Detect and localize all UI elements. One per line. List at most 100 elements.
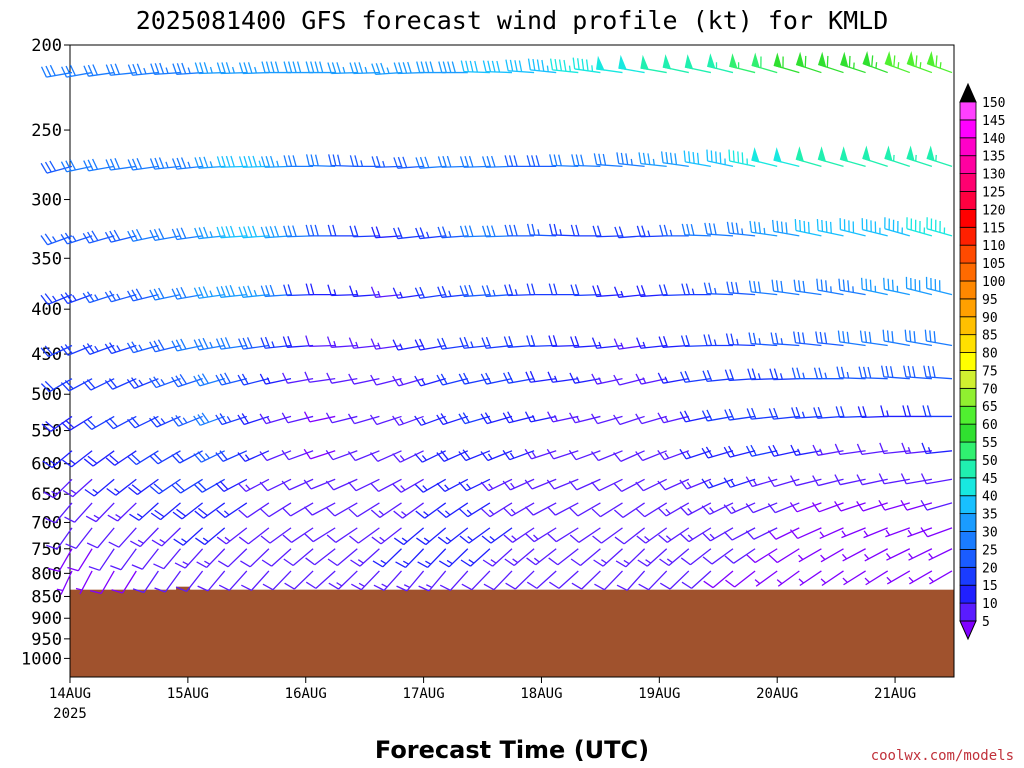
wind-barb [926,145,953,167]
wind-barb [504,284,535,297]
wind-barb [259,478,292,492]
wind-barb [571,154,601,168]
colorbar-label: 70 [982,382,998,397]
wind-barb [482,548,513,567]
wind-barb [725,570,756,588]
wind-barb [723,527,756,541]
wind-barb [149,228,181,242]
wind-barb [282,527,314,543]
plot-frame [69,44,955,678]
wind-barb [64,502,93,523]
wind-barb [348,502,380,518]
wind-barb [215,413,248,426]
y-tick-label: 350 [31,249,62,269]
wind-barb [658,284,689,297]
wind-barb [749,220,778,237]
wind-barb [525,527,557,543]
wind-barb [482,155,513,168]
wind-barb [370,374,402,386]
x-tick-label: 18AUG [520,686,562,702]
wind-barb [126,341,159,354]
wind-barb [613,414,645,426]
wind-barb [842,570,866,586]
wind-barb [906,217,933,237]
wind-barb [90,570,115,595]
wind-barb [505,59,535,74]
wind-barb [858,366,888,380]
wind-barb [812,475,844,487]
colorbar-swatch [959,459,977,479]
wind-barb [903,365,932,380]
wind-barb [635,502,668,518]
wind-barb [106,478,137,496]
wind-barb [838,278,866,296]
wind-barb [798,548,822,563]
wind-barb [127,228,159,242]
wind-barb [635,450,667,462]
colorbar-swatch [959,531,977,550]
colorbar-legend: 5 10 15 20 25 30 35 40 45 50 55 60 65 70 75 80 85 90 95 100… [959,82,1005,641]
wind-barb [815,331,844,347]
wind-barb [923,365,953,380]
colorbar-label: 35 [982,508,998,523]
wind-barb [771,279,800,296]
wind-barb [282,502,314,517]
wind-barb [549,58,579,74]
wind-barb [127,450,159,466]
wind-barb [151,527,181,547]
wind-barb [790,444,822,456]
wind-barb [195,527,226,546]
wind-barb [590,450,623,462]
wind-barb [635,373,667,385]
y-tick-label: 950 [31,630,62,650]
wind-barb [82,230,115,244]
wind-barb [618,54,645,74]
colorbar-swatch [959,155,977,174]
wind-barb [706,149,734,168]
wind-barb [172,502,204,520]
wind-barb [392,450,424,463]
wind-barb [701,527,734,542]
colorbar-swatch [959,262,977,282]
wind-barb [745,476,778,488]
wind-barb [770,332,800,347]
colorbar-label: 110 [982,239,1005,254]
terrain-bump [176,586,191,591]
wind-barb [546,448,579,460]
wind-barb [905,276,933,296]
wind-barb [104,378,137,390]
x-year-label: 2025 [53,706,87,722]
wind-barb [327,548,358,567]
wind-barb [148,376,181,389]
wind-barb [926,217,953,237]
y-tick-label: 300 [31,191,62,211]
wind-barb [458,449,491,462]
wind-barb [105,450,137,466]
wind-barb [237,373,270,386]
colorbar-label: 25 [982,543,998,558]
wind-barb [416,527,447,546]
wind-barb [281,478,314,491]
wind-barb [437,155,468,168]
credit-label: coolwx.com/models [871,748,1014,764]
wind-barb [549,154,579,168]
wind-barb [657,412,689,424]
wind-barb [44,502,73,524]
wind-barb [436,450,469,462]
wind-barb [218,570,248,591]
wind-barb [392,478,424,493]
wind-barb [281,449,314,461]
wind-barb [259,413,292,425]
wind-barb [723,477,756,488]
x-axis: 14AUG 15AUG 16AUG 17AUG 18AUG 19AUG 20AUG 21AUG… [49,677,916,722]
wind-barb [526,155,557,168]
colorbar-label: 125 [982,185,1005,200]
wind-barb [326,372,358,384]
colorbar-swatch [959,208,977,228]
wind-barb [813,367,844,380]
wind-barb [900,473,933,485]
x-tick-label: 15AUG [167,686,209,702]
colorbar-label: 65 [982,400,998,415]
y-tick-label: 200 [31,36,62,56]
wind-barb [723,502,756,515]
